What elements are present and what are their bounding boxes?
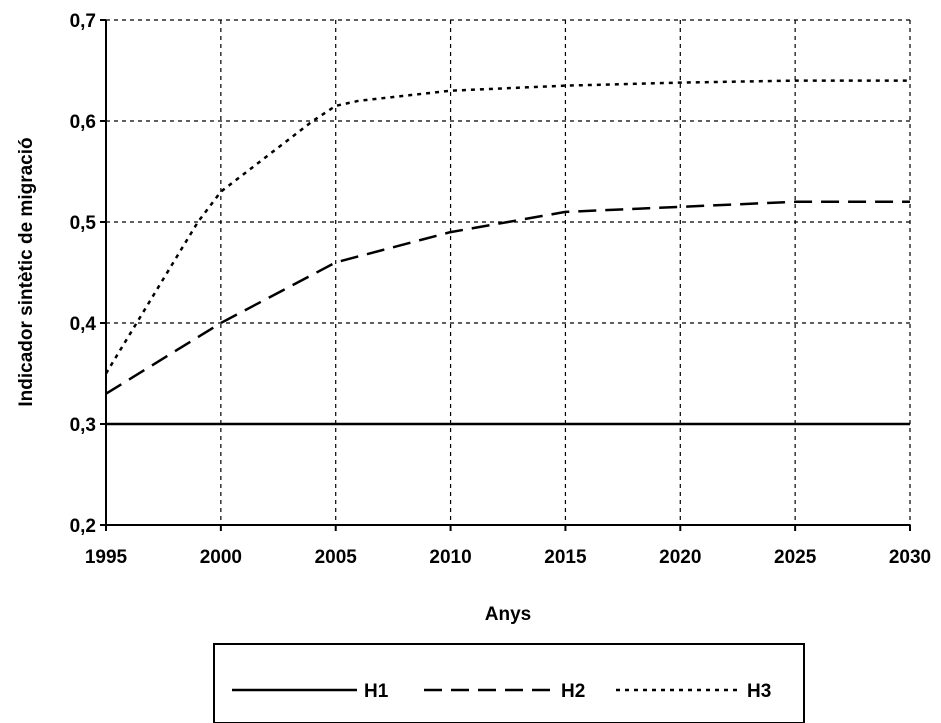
- legend-box: [213, 643, 805, 723]
- y-tick-label: 0,2: [70, 516, 96, 537]
- y-tick-label: 0,6: [70, 112, 96, 133]
- x-tick-label: 2000: [200, 547, 242, 568]
- legend-label-h3: H3: [747, 681, 771, 702]
- x-tick-label: 2020: [659, 547, 701, 568]
- x-tick-label: 2025: [774, 547, 817, 568]
- series-lines: [104, 79, 910, 426]
- series-line-h3: [104, 79, 910, 375]
- y-tick-label: 0,7: [70, 11, 96, 32]
- axes: [100, 19, 911, 531]
- tick-labels: 0,2 0,3 0,4 0,5 0,6 0,7 1995 2000 2005 2010 2015 20…: [70, 11, 932, 568]
- y-tick-label: 0,5: [70, 213, 97, 234]
- x-tick-label: 2010: [429, 547, 471, 568]
- x-axis-title: Anys: [485, 604, 531, 625]
- x-tick-label: 1995: [85, 547, 128, 568]
- x-tick-label: 2015: [544, 547, 587, 568]
- x-tick-label: 2005: [315, 547, 358, 568]
- y-axis-title: Indicador sintètic de migració: [16, 137, 37, 406]
- y-tick-label: 0,4: [70, 314, 97, 335]
- legend-label-h2: H2: [561, 681, 585, 702]
- x-tick-label: 2030: [889, 547, 931, 568]
- grid: [106, 19, 911, 525]
- legend-label-h1: H1: [364, 681, 389, 702]
- y-tick-label: 0,3: [70, 415, 96, 436]
- series-line-h2: [105, 200, 910, 395]
- legend: H1 H2 H3: [213, 643, 805, 723]
